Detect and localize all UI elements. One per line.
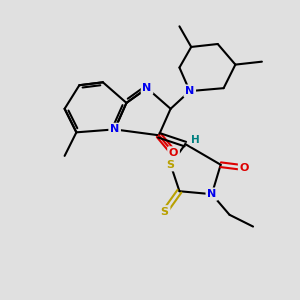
Text: H: H <box>191 135 200 145</box>
Text: O: O <box>169 148 178 158</box>
Text: N: N <box>142 83 152 93</box>
Text: S: S <box>167 160 175 170</box>
Text: N: N <box>185 86 194 96</box>
Text: S: S <box>161 207 169 217</box>
Text: N: N <box>110 124 119 134</box>
Text: N: N <box>207 189 217 199</box>
Text: O: O <box>239 163 249 173</box>
